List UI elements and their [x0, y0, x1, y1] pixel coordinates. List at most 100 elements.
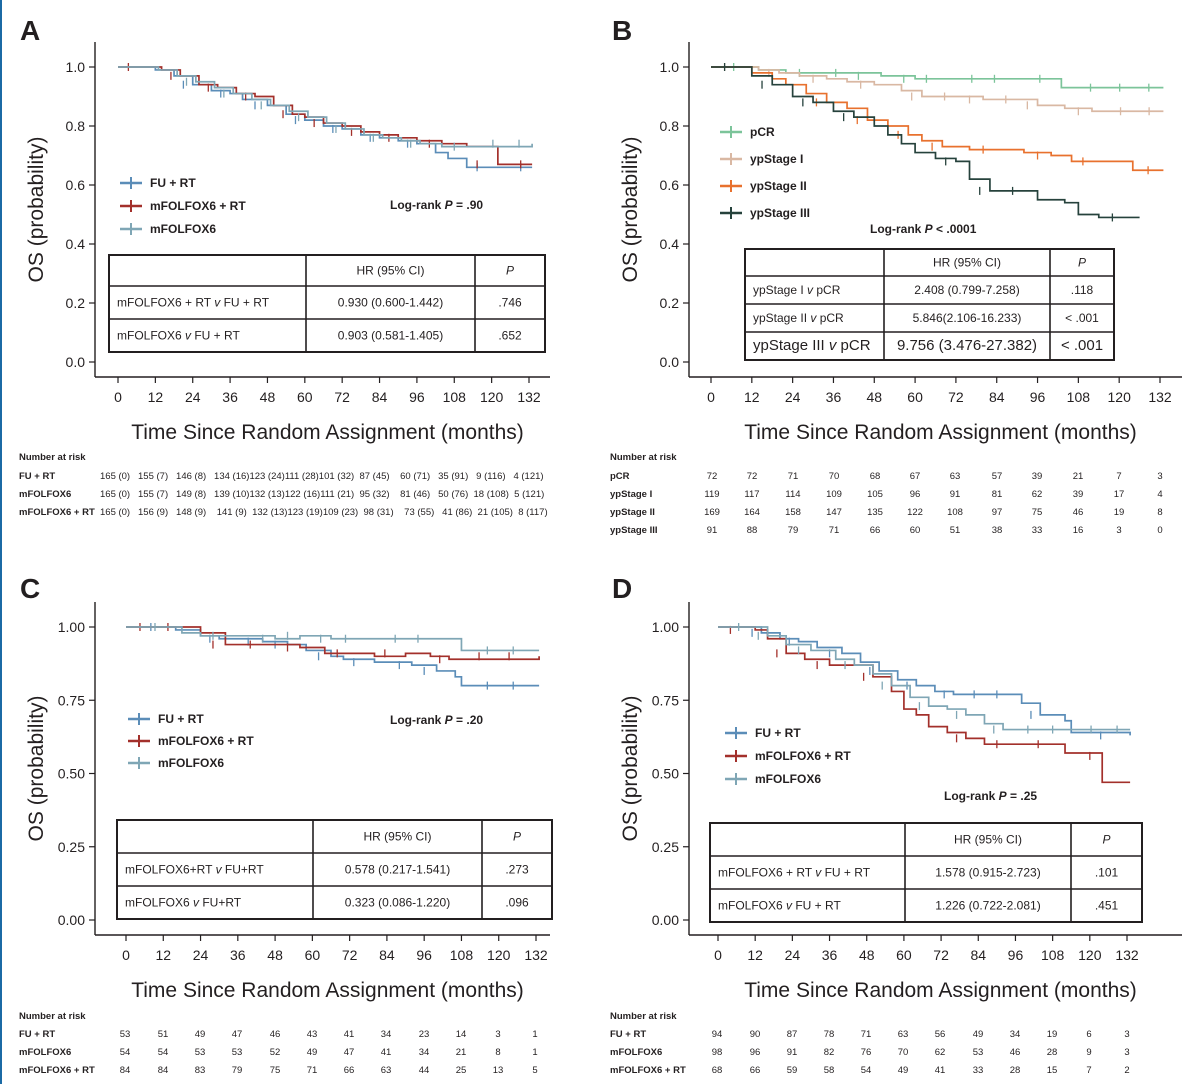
panel-c-x-tick-label: 108 [450, 947, 474, 963]
panel-a-risk-table: Number at risk FU + RT 165 (0) 155 (7) 146… [19, 452, 548, 518]
panel-d-risk-cell: 49 [973, 1029, 984, 1040]
panel-b-series-ypstage-iii-line [711, 66, 1140, 219]
panel-b-hr-row-comparison-v: v [829, 337, 838, 354]
panel-b-risk-cell: 57 [992, 471, 1003, 482]
panel-b-risk-title: Number at risk [610, 452, 677, 463]
panel-c-x-tick-label: 72 [342, 947, 358, 963]
panel-d-hr-row-comparison-v: v [786, 899, 793, 913]
panel-d-hr-header-hr: HR (95% CI) [954, 833, 1022, 847]
panel-c-legend-label: FU + RT [158, 712, 204, 726]
panel-b-y-tick-label: 1.0 [660, 59, 680, 75]
panel-d-risk-cell: 41 [935, 1065, 946, 1076]
panel-c-log-rank: Log-rank P = .20 [390, 713, 483, 727]
panel-b-x-tick-label: 0 [707, 389, 715, 405]
panel-b-risk-cell: 105 [867, 489, 883, 500]
panel-d-x-axis-label: Time Since Random Assignment (months) [744, 979, 1137, 1002]
panel-c-hr-row-hr: 0.323 (0.086-1.220) [345, 896, 450, 910]
panel-d-risk-cell: 98 [712, 1047, 723, 1058]
panel-d-hr-row-p: .101 [1095, 866, 1119, 880]
panel-c-risk-cell: 13 [493, 1065, 504, 1076]
panel-c-hr-row-hr: 0.578 (0.217-1.541) [345, 863, 450, 877]
panel-b-y-tick-label: 0.2 [660, 295, 680, 311]
panel-b: B0.00.20.40.60.81.00 12 24 36 48 60 72 84 96 108 1… [610, 15, 1182, 536]
panel-a-log-rank: Log-rank P = .90 [390, 198, 483, 212]
panel-d-risk-cell: 33 [973, 1065, 984, 1076]
panel-a-hr-row-comparison-v: v [185, 329, 192, 343]
panel-b-log-rank-prefix: Log-rank [870, 222, 925, 236]
panel-b-risk-cell: 46 [1073, 507, 1084, 518]
panel-d-y-tick-label: 1.00 [652, 619, 679, 635]
panel-b-risk-cell: 60 [910, 525, 921, 536]
panel-b-risk-cell: 72 [707, 471, 718, 482]
panel-c-risk-cell: 25 [456, 1065, 467, 1076]
panel-d-log-rank-prefix: Log-rank [944, 789, 999, 803]
panel-c-risk-cell: 53 [120, 1029, 131, 1040]
panel-a-x-tick-label: 60 [297, 389, 313, 405]
panel-c-x-axis-label: Time Since Random Assignment (months) [131, 979, 524, 1002]
panel-d-risk-cell: 70 [898, 1047, 909, 1058]
panel-c-risk-cell: 34 [381, 1029, 392, 1040]
panel-c-risk-row-label: mFOLFOX6 [19, 1047, 71, 1058]
panel-d-x-tick-label: 0 [714, 947, 722, 963]
panel-a-hr-row-comparison: mFOLFOX6 + RT v FU + RT [117, 296, 270, 310]
panel-c-hr-row-comparison-b: FU+RT [222, 863, 265, 877]
panel-b-risk-cell: 0 [1157, 525, 1162, 536]
panel-b-risk-cell: 81 [992, 489, 1003, 500]
panel-b-risk-cell: 88 [747, 525, 758, 536]
panel-c-risk-cell: 52 [270, 1047, 281, 1058]
panel-d-risk-cell: 82 [824, 1047, 835, 1058]
panel-d-risk-cell: 76 [861, 1047, 872, 1058]
panel-a-risk-row-values: 165 (0) 155 (7) 146 (8) 134 (16)123 (24)… [100, 471, 544, 482]
panel-a-hr-row-p: .746 [498, 296, 522, 310]
panel-d-letter: D [612, 573, 632, 604]
panel-c-risk-cell: 41 [381, 1047, 392, 1058]
panel-c-letter: C [20, 573, 40, 604]
panel-c-x-tick-label: 96 [416, 947, 432, 963]
panel-a-risk-row-values: 165 (0) 156 (9) 148 (9) 141 (9) 132 (13)… [100, 507, 548, 518]
panel-a-risk-title: Number at risk [19, 452, 86, 463]
panel-b-risk-cell: 39 [1032, 471, 1043, 482]
panel-a-x-tick-label: 0 [114, 389, 122, 405]
panel-b-x-tick-label: 24 [785, 389, 801, 405]
panel-c-risk-cell: 21 [456, 1047, 467, 1058]
panel-c-risk-cell: 5 [532, 1065, 537, 1076]
panel-c-risk-cell: 75 [270, 1065, 281, 1076]
panel-b-y-tick-label: 0.6 [660, 177, 680, 193]
panel-a-y-tick-label: 0.2 [66, 295, 86, 311]
panel-a-y-tick-label: 0.0 [66, 354, 86, 370]
panel-b-hr-row-hr: 9.756 (3.476-27.382) [897, 337, 1037, 354]
panel-c-hr-row-comparison-v: v [216, 863, 223, 877]
panel-b-risk-cell: 19 [1114, 507, 1125, 518]
panel-b-hr-row-comparison-v: v [807, 283, 814, 297]
panel-d-x-tick-label: 120 [1078, 947, 1102, 963]
panel-b-risk-cell: 169 [704, 507, 720, 518]
panel-a-legend-label: FU + RT [150, 176, 196, 190]
panel-c-risk-cell: 51 [158, 1029, 169, 1040]
panel-d-risk-cell: 62 [935, 1047, 946, 1058]
panel-d-risk-cell: 68 [712, 1065, 723, 1076]
panel-a-hr-row-hr: 0.930 (0.600-1.442) [338, 296, 443, 310]
panel-d-risk-cell: 87 [787, 1029, 798, 1040]
panel-c-risk-cell: 34 [419, 1047, 430, 1058]
panel-d-hr-row-hr: 1.226 (0.722-2.081) [935, 899, 1040, 913]
panel-c-x-tick-label: 84 [379, 947, 395, 963]
panel-b-risk-cell: 71 [788, 471, 799, 482]
panel-b-x-tick-label: 36 [826, 389, 842, 405]
panel-c-y-tick-label: 0.75 [58, 692, 85, 708]
panel-d-risk-row-label: mFOLFOX6 [610, 1047, 662, 1058]
panel-c-risk-row-label: FU + RT [19, 1029, 55, 1040]
panel-b-risk-cell: 17 [1114, 489, 1125, 500]
panel-c-hr-row-comparison: mFOLFOX6 v FU+RT [125, 896, 242, 910]
panel-c-hr-header-p: P [513, 830, 521, 844]
panel-d-y-tick-label: 0.75 [652, 692, 679, 708]
panel-d-hr-header-p: P [1102, 833, 1110, 847]
panel-c-risk-cell: 84 [158, 1065, 169, 1076]
panel-b-y-axis-label: OS (probability) [619, 137, 642, 283]
panel-b-risk-cell: 33 [1032, 525, 1043, 536]
panel-a-risk-row-label: mFOLFOX6 + RT [19, 507, 95, 518]
panel-a-hr-row-p: .652 [498, 329, 522, 343]
panel-b-risk-cell: 71 [829, 525, 840, 536]
panel-b-series-ypstage-i-line [711, 66, 1164, 113]
panel-c-risk-cell: 54 [158, 1047, 169, 1058]
